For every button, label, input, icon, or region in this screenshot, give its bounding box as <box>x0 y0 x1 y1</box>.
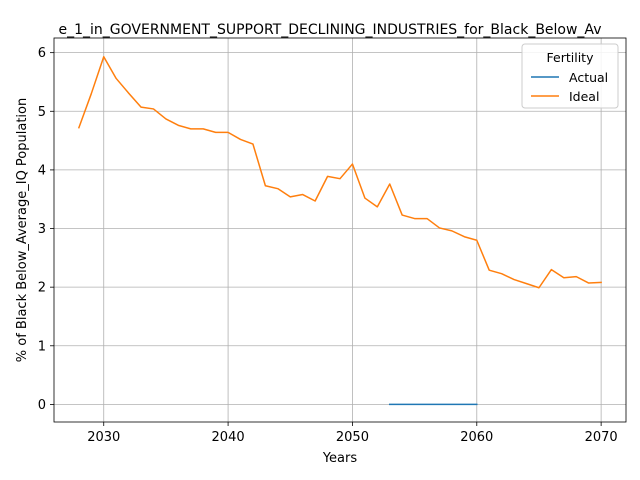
legend-label-actual: Actual <box>569 70 608 85</box>
y-tick-label: 6 <box>38 46 46 61</box>
y-axis-title: % of Black Below_Average_IQ Population <box>15 98 30 362</box>
x-axis-title: Years <box>322 451 358 466</box>
x-tick-label: 2060 <box>460 430 493 445</box>
legend-label-ideal: Ideal <box>569 89 599 104</box>
x-tick-label: 2070 <box>585 430 618 445</box>
x-tick-label: 2050 <box>336 430 369 445</box>
chart-title: e_1_in_GOVERNMENT_SUPPORT_DECLINING_INDU… <box>59 22 602 38</box>
y-tick-label: 1 <box>38 339 46 354</box>
y-tick-label: 3 <box>38 222 46 237</box>
y-tick-label: 2 <box>38 281 46 296</box>
x-tick-label: 2040 <box>212 430 245 445</box>
legend-title: Fertility <box>547 50 595 65</box>
legend: Fertility Actual Ideal <box>522 44 618 108</box>
x-tick-label: 2030 <box>87 430 120 445</box>
y-tick-label: 4 <box>38 163 46 178</box>
y-tick-label: 5 <box>38 105 46 120</box>
y-tick-label: 0 <box>38 398 46 413</box>
